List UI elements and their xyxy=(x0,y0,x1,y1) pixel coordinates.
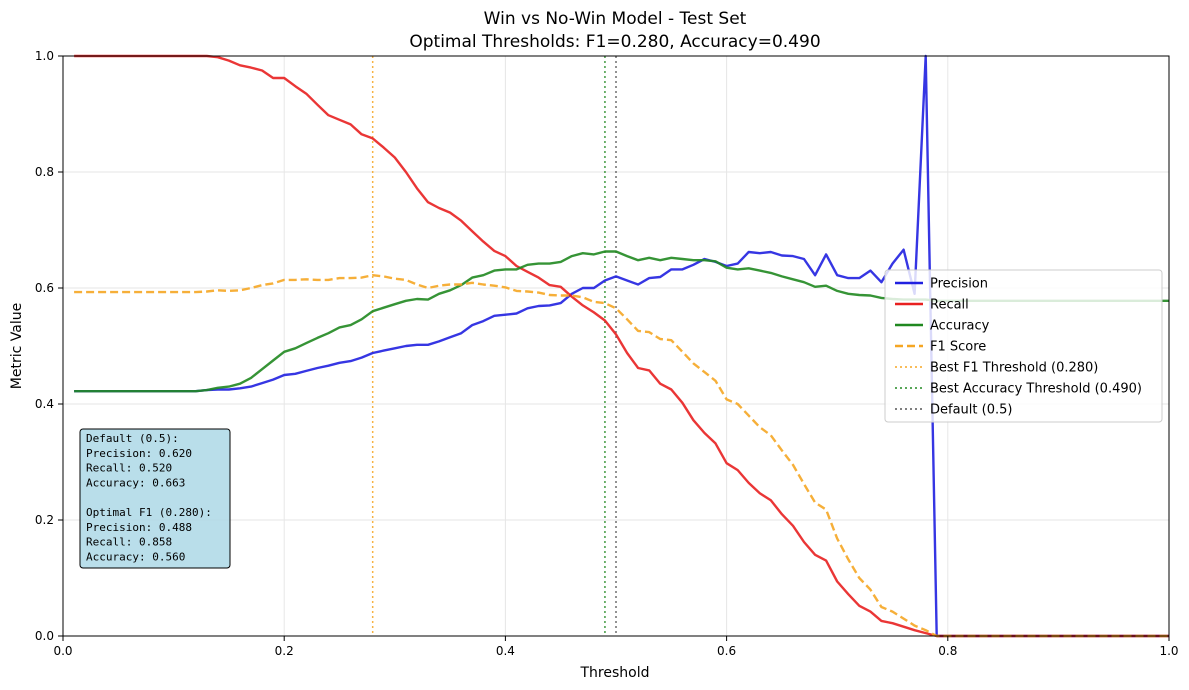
legend-label: Precision xyxy=(930,277,988,292)
x-tick-label: 0.2 xyxy=(275,644,294,658)
stats-line: Accuracy: 0.560 xyxy=(86,550,185,563)
chart-title: Win vs No-Win Model - Test Set xyxy=(484,9,747,29)
legend-label: F1 Score xyxy=(930,340,986,355)
threshold-lines xyxy=(371,56,617,636)
stats-line: Recall: 0.858 xyxy=(86,536,172,549)
stats-box: Default (0.5): Precision: 0.620 Recall: 0.… xyxy=(79,428,231,569)
legend-label: Default (0.5) xyxy=(930,403,1012,418)
y-tick-label: 1.0 xyxy=(35,49,54,63)
x-axis-label: Threshold xyxy=(580,665,650,681)
legend-background xyxy=(884,269,1163,423)
x-tick-label: 0.0 xyxy=(53,644,72,658)
y-tick-label: 0.2 xyxy=(35,513,54,527)
stats-line: Precision: 0.620 xyxy=(86,447,192,460)
axis-ticks: 0.0 0.2 0.4 0.6 0.8 1.0 0.0 0.2 0.4 0.6 0.8 1.0 xyxy=(35,49,1179,658)
legend-label: Best F1 Threshold (0.280) xyxy=(930,361,1098,376)
stats-line: Recall: 0.520 xyxy=(86,462,172,475)
y-tick-label: 0.0 xyxy=(35,629,54,643)
x-tick-label: 0.6 xyxy=(717,644,736,658)
stats-line: Optimal F1 (0.280): xyxy=(86,506,212,519)
chart-subtitle: Optimal Thresholds: F1=0.280, Accuracy=0… xyxy=(409,32,820,52)
y-tick-label: 0.4 xyxy=(35,397,54,411)
legend: Precision Recall Accuracy F1 Score Best F1 T… xyxy=(884,269,1163,423)
stats-line: Accuracy: 0.663 xyxy=(86,476,185,489)
stats-line: Precision: 0.488 xyxy=(86,521,192,534)
x-tick-label: 1.0 xyxy=(1159,644,1178,658)
plot-frame xyxy=(62,55,1170,637)
stats-box-background xyxy=(79,428,231,569)
legend-label: Accuracy xyxy=(930,319,990,334)
x-tick-label: 0.4 xyxy=(496,644,515,658)
y-tick-label: 0.8 xyxy=(35,165,54,179)
x-tick-label: 0.8 xyxy=(938,644,957,658)
legend-label: Recall xyxy=(930,298,969,313)
y-axis-label: Metric Value xyxy=(9,303,25,389)
y-tick-label: 0.6 xyxy=(35,281,54,295)
legend-label: Best Accuracy Threshold (0.490) xyxy=(930,382,1142,397)
stats-line: Default (0.5): xyxy=(86,432,179,445)
